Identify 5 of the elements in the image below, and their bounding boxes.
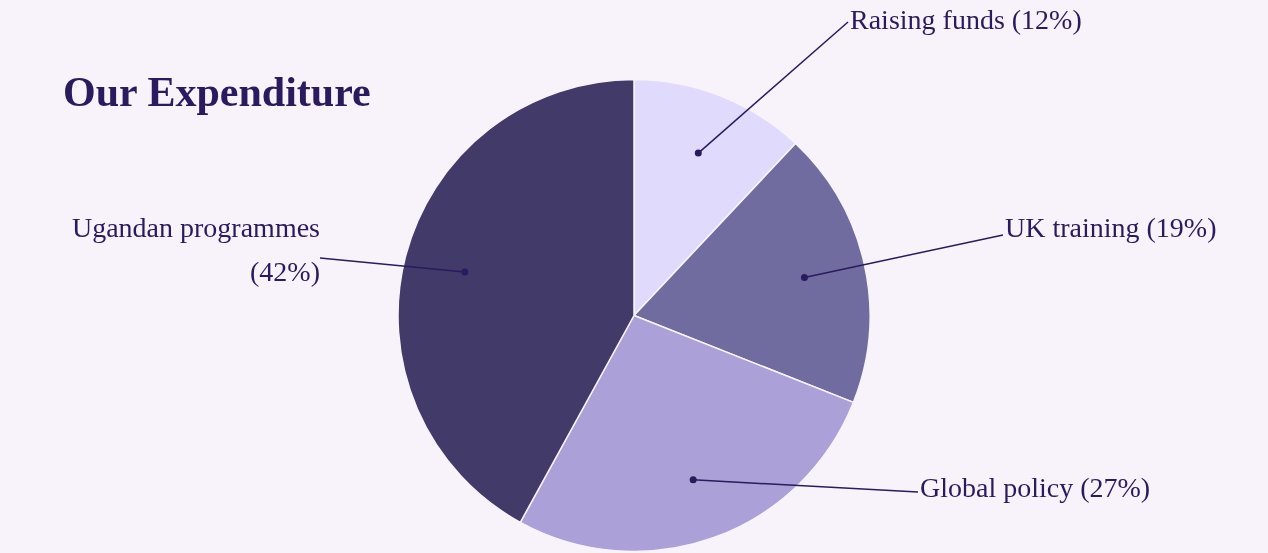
slice-label: Global policy (27%) xyxy=(920,472,1151,504)
slice-label: UK training (19%) xyxy=(1005,212,1217,244)
slice-label: Ugandan programmes (42%) xyxy=(71,212,320,288)
text: Our Expenditure xyxy=(63,68,371,116)
slice-label: Raising funds (12%) xyxy=(850,4,1082,36)
